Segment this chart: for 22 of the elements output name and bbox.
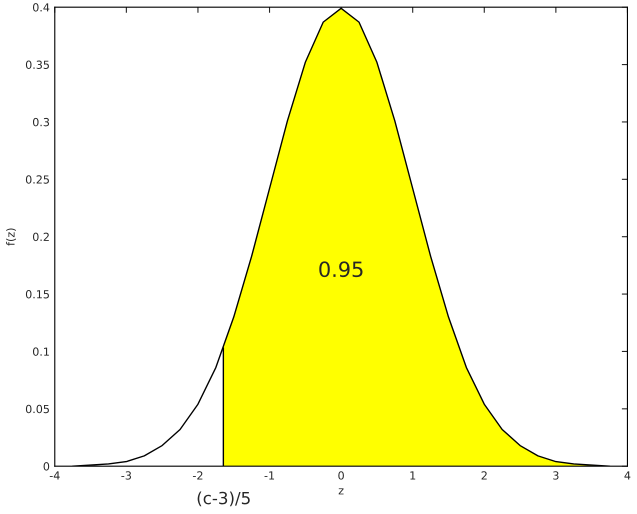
y-tick-label: 0.15 [26,290,49,298]
y-tick-label: 0.3 [32,118,50,126]
x-axis-title: z [338,488,344,494]
y-tick-label: 0.25 [26,175,49,184]
x-tick-label: -2 [192,471,202,480]
x-tick-label: 0 [338,471,344,480]
annotation: 0.95 [319,261,362,278]
y-tick-label: 0 [44,462,50,471]
y-tick-label: 0.2 [32,232,49,242]
x-tick-label: -1 [264,471,274,480]
x-tick-label: 3 [553,471,559,480]
x-tick-label: 4 [624,471,630,480]
y-tick-label: 0.1 [32,347,49,356]
y-tick-label: 0.05 [26,404,49,414]
y-tick-label: 0.35 [26,60,49,69]
x-tick-label: 2 [482,471,487,480]
x-tick-label: -4 [50,471,60,480]
y-tick-label: 0.4 [32,3,50,12]
y-axis-title: f(z) [6,228,16,246]
text: (c-3)/5 [198,491,250,506]
x-tick-label: 1 [410,471,416,480]
x-tick-label: -3 [121,471,132,480]
